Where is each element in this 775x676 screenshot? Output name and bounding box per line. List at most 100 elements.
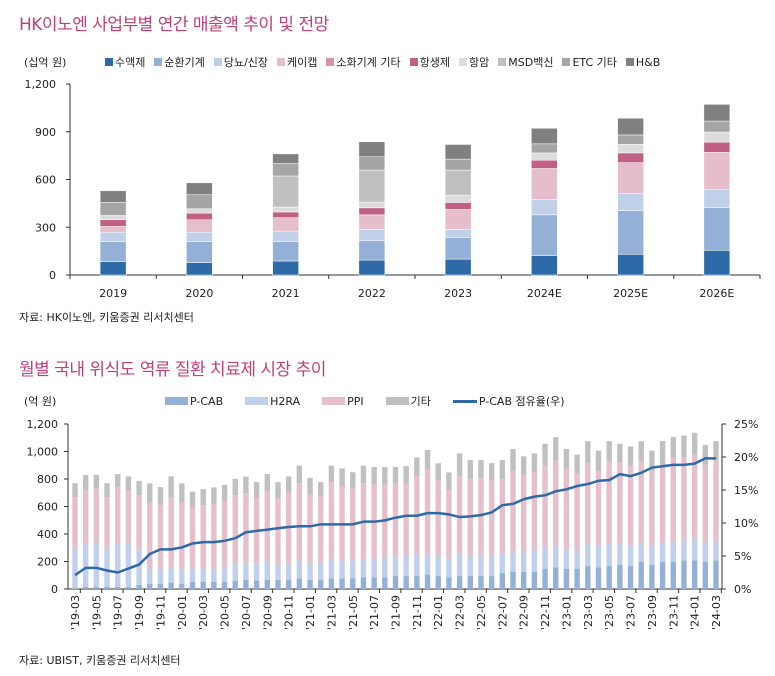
x-tick-label: '19-09 xyxy=(133,595,146,630)
bar-segment xyxy=(211,504,217,569)
bar-segment xyxy=(499,573,506,589)
bar-segment xyxy=(360,558,367,578)
bar-segment xyxy=(456,553,463,577)
bar-segment xyxy=(72,548,78,589)
x-tick-label: '21-09 xyxy=(390,595,403,630)
bar-segment xyxy=(691,560,698,589)
legend-swatch xyxy=(105,58,113,66)
bar-segment xyxy=(264,491,270,561)
bar-segment xyxy=(93,488,100,543)
bar-segment xyxy=(285,492,292,565)
chart1-title: HK이노엔 사업부별 연간 매출액 추이 및 전망 xyxy=(19,15,329,35)
bar-segment xyxy=(189,581,196,589)
bar-segment xyxy=(403,483,409,557)
x-tick-label: '20-05 xyxy=(219,595,232,630)
bar-segment xyxy=(510,571,516,589)
x-tick-label: '22-01 xyxy=(432,595,445,630)
bar-segment xyxy=(189,568,196,582)
bar-segment xyxy=(446,577,452,589)
y-tick-label: 200 xyxy=(37,556,58,569)
bar-segment xyxy=(606,544,612,567)
legend-swatch xyxy=(498,58,507,66)
bar-segment xyxy=(478,554,484,577)
bar-segment xyxy=(360,577,367,589)
bar-segment xyxy=(478,460,484,479)
bar-segment xyxy=(307,580,313,589)
bar-segment xyxy=(72,483,78,498)
bar-segment xyxy=(200,568,206,582)
chart2-unit-label: (억 원) xyxy=(24,395,57,408)
x-tick-label: '22-09 xyxy=(518,595,531,630)
bar-segment xyxy=(531,127,558,145)
chart1-unit-label: (십억 원) xyxy=(24,56,67,69)
bar-segment xyxy=(488,480,495,557)
bar-segment xyxy=(649,450,655,472)
bar-segment xyxy=(649,471,655,546)
legend-item: H2RA xyxy=(245,395,300,408)
bar-segment xyxy=(414,576,420,589)
bar-segment xyxy=(82,543,89,587)
bar-segment xyxy=(272,175,299,208)
bar-segment xyxy=(392,557,399,577)
bar-segment xyxy=(243,493,249,563)
bar-segment xyxy=(659,441,666,466)
legend-item: 항생제 xyxy=(409,54,450,70)
bar-segment xyxy=(446,472,452,490)
bar-segment xyxy=(200,505,206,569)
bar-segment xyxy=(392,467,399,484)
bar-segment xyxy=(638,562,644,589)
bar-segment xyxy=(371,577,377,589)
bar-segment xyxy=(617,117,644,136)
bar-segment xyxy=(595,545,602,568)
bar-segment xyxy=(243,476,249,494)
bar-segment xyxy=(125,476,132,490)
legend-label: P-CAB 점유율(우) xyxy=(478,395,565,408)
bar-segment xyxy=(659,542,666,563)
bar-segment xyxy=(275,482,281,499)
bar-segment xyxy=(585,566,591,589)
y2-tick-label: 25% xyxy=(734,418,758,431)
bar-segment xyxy=(510,471,516,551)
bar-segment xyxy=(403,556,409,577)
bar-segment xyxy=(627,566,634,589)
y-tick-label: 1,200 xyxy=(25,78,57,91)
bar-segment xyxy=(627,545,634,567)
y2-tick-label: 10% xyxy=(734,517,758,530)
bar-segment xyxy=(681,457,687,540)
bar-segment xyxy=(467,460,473,480)
bar-segment xyxy=(691,432,698,455)
bar-segment xyxy=(446,490,452,559)
bar-segment xyxy=(318,562,324,581)
legend-swatch xyxy=(322,397,346,405)
bar-segment xyxy=(542,465,548,549)
bar-segment xyxy=(253,564,260,581)
bar-segment xyxy=(702,562,709,589)
y-tick-label: 600 xyxy=(37,501,58,514)
x-tick-label: '22-11 xyxy=(539,595,552,630)
bar-segment xyxy=(521,552,527,572)
bar-segment xyxy=(585,544,591,567)
legend-item: MSD백신 xyxy=(498,54,553,70)
bar-segment xyxy=(275,580,281,589)
bar-segment xyxy=(115,586,121,589)
bar-segment xyxy=(125,490,132,544)
x-tick-label: '19-05 xyxy=(90,595,103,630)
x-tick-label: '24-01 xyxy=(689,595,702,630)
bar-segment xyxy=(488,576,495,589)
bar-segment xyxy=(147,502,153,569)
bar-segment xyxy=(157,505,164,571)
bar-segment xyxy=(136,495,142,550)
bar-segment xyxy=(617,564,623,589)
bar-segment xyxy=(307,562,313,581)
legend-swatch xyxy=(625,58,634,66)
bar-segment xyxy=(585,441,591,463)
bar-segment xyxy=(617,210,644,255)
bar-segment xyxy=(179,502,185,569)
bar-segment xyxy=(595,567,602,589)
x-tick-label: '21-11 xyxy=(411,595,424,630)
bar-segment xyxy=(670,457,676,542)
y-tick-label: 1,000 xyxy=(27,446,59,459)
bar-segment xyxy=(414,457,420,477)
bar-segment xyxy=(93,542,100,587)
bar-segment xyxy=(531,168,558,200)
